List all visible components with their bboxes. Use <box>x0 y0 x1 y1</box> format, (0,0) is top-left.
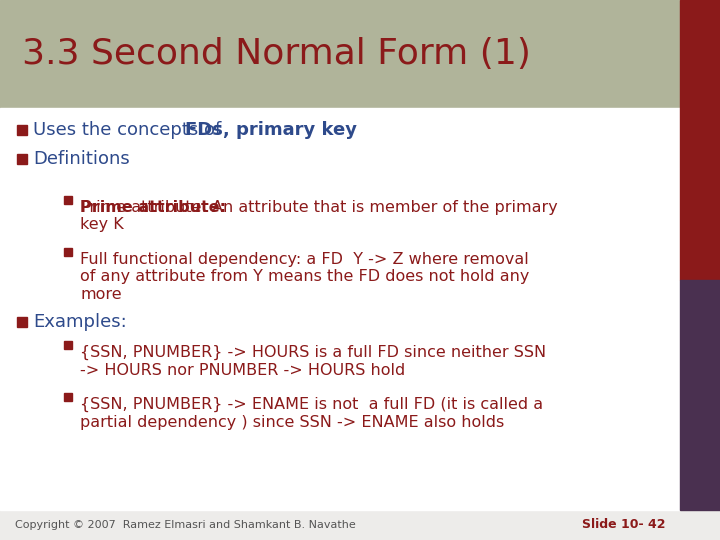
Text: Copyright © 2007  Ramez Elmasri and Shamkant B. Navathe: Copyright © 2007 Ramez Elmasri and Shamk… <box>15 520 356 530</box>
Text: {SSN, PNUMBER} -> ENAME is not  a full FD (it is called a
partial dependency ) s: {SSN, PNUMBER} -> ENAME is not a full FD… <box>80 397 543 430</box>
Bar <box>0 0 720 108</box>
Text: Definitions: Definitions <box>33 150 130 168</box>
Text: Full functional dependency: a FD  Y -> Z where removal
of any attribute from Y m: Full functional dependency: a FD Y -> Z … <box>80 252 529 302</box>
Text: 3.3 Second Normal Form (1): 3.3 Second Normal Form (1) <box>22 37 531 71</box>
Text: Prime attribute:: Prime attribute: <box>80 200 226 215</box>
Bar <box>0 108 680 510</box>
Text: Prime attribute: An attribute that is member of the primary
key K: Prime attribute: An attribute that is me… <box>80 200 558 232</box>
Text: Slide 10- 42: Slide 10- 42 <box>582 518 665 531</box>
Bar <box>680 280 720 510</box>
Text: Uses the concepts of: Uses the concepts of <box>33 121 227 139</box>
Bar <box>680 0 720 280</box>
Text: FDs, primary key: FDs, primary key <box>185 121 357 139</box>
Text: {SSN, PNUMBER} -> HOURS is a full FD since neither SSN
-> HOURS nor PNUMBER -> H: {SSN, PNUMBER} -> HOURS is a full FD sin… <box>80 345 546 377</box>
Text: Examples:: Examples: <box>33 313 127 331</box>
